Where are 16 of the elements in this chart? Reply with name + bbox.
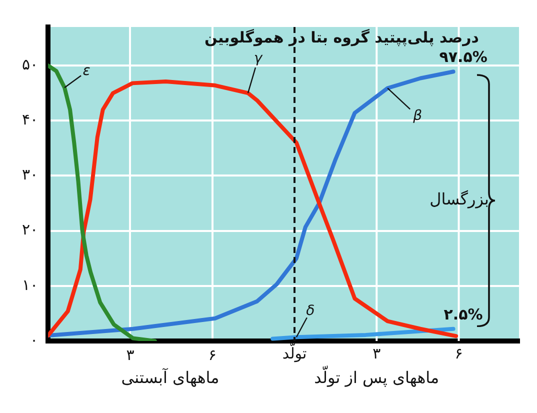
text: ماههای پس از تولّد (314, 366, 440, 388)
annotation: بزرگسال (430, 189, 489, 208)
annotation: ۹۷.۵% (439, 48, 488, 66)
y-tick-label: ۰ (30, 330, 38, 349)
series-label: γ (254, 50, 263, 67)
x-axis-title: ماههای آبستنی (121, 367, 220, 388)
y-tick-label: ۲۰ (22, 220, 38, 239)
series-label: β (412, 108, 422, 124)
x2-tick-label: تولّد (282, 341, 307, 362)
annotation: ۲.۵% (444, 305, 483, 324)
y-tick-label: ۳۰ (22, 166, 38, 184)
y-tick-label: ۵۰ (22, 55, 38, 74)
y-tick-label: ۱۰ (22, 276, 38, 294)
series-label: δ (306, 302, 315, 319)
y-tick-label: ۴۰ (22, 110, 38, 129)
series-label: ε (82, 63, 91, 80)
